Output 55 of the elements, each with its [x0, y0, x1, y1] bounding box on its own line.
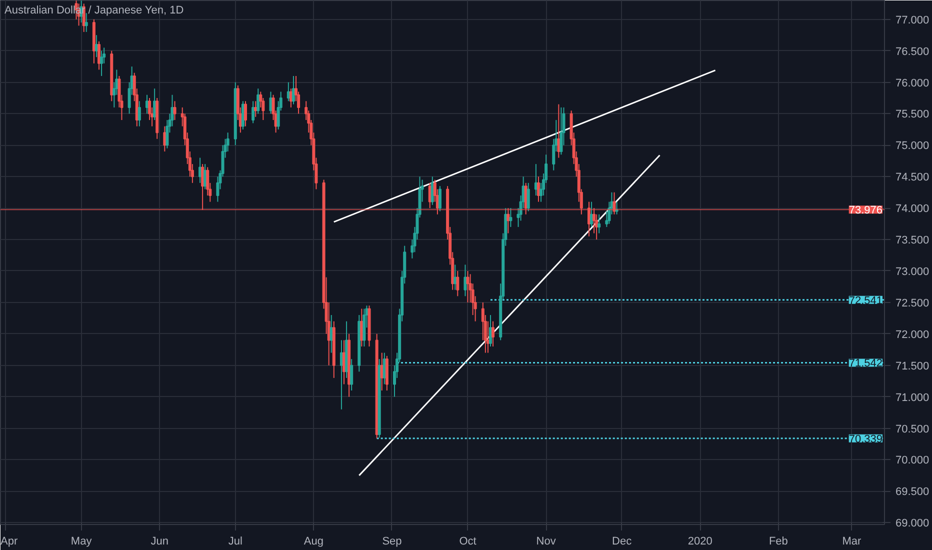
- y-tick-label: 72.500: [896, 297, 930, 310]
- y-tick-label: 71.500: [896, 360, 930, 372]
- y-tick-label: 76.500: [896, 46, 930, 58]
- x-tick-label: Mar: [842, 536, 862, 548]
- y-tick-label: 75.000: [896, 140, 930, 152]
- candlestick: [97, 40, 101, 70]
- annotation: 72.541: [848, 294, 883, 307]
- y-tick-label: 69.000: [896, 518, 930, 530]
- candlestick: [438, 186, 442, 212]
- candlestick: [100, 50, 104, 76]
- candlestick: [256, 88, 260, 114]
- candlestick: [350, 358, 354, 392]
- candlestick: [269, 91, 272, 114]
- y-tick-label: 73.000: [896, 266, 930, 278]
- candlestick: [173, 100, 176, 121]
- candlestick: [138, 100, 141, 127]
- candlestick: [590, 201, 594, 228]
- candlestick: [84, 12, 88, 32]
- candlestick: [598, 214, 601, 234]
- x-tick-label: 2020: [688, 536, 712, 548]
- x-tick-label: Feb: [768, 536, 788, 548]
- x-tick-label: Apr: [0, 536, 18, 548]
- y-tick-label: 72.000: [896, 328, 930, 341]
- candlestick: [466, 270, 470, 303]
- y-tick-label: 73.500: [896, 234, 930, 247]
- x-tick-label: Nov: [536, 536, 556, 548]
- candlestick: [292, 75, 295, 105]
- y-tick-label: 75.500: [896, 108, 930, 121]
- candlestick: [536, 176, 540, 202]
- x-tick-label: Sep: [382, 536, 402, 548]
- candlestick: [509, 208, 512, 228]
- x-tick-label: Jun: [150, 536, 168, 548]
- y-tick-label: 71.000: [896, 392, 930, 404]
- candlestick: [488, 314, 492, 347]
- x-tick-label: Jul: [228, 536, 242, 548]
- candlestick: [252, 100, 255, 124]
- candlestick: [492, 320, 495, 347]
- x-tick-label: May: [70, 536, 92, 548]
- candlestick: [244, 100, 248, 127]
- x-tick-label: Dec: [612, 536, 632, 548]
- candlestick: [456, 270, 460, 297]
- x-tick-label: Aug: [304, 536, 324, 548]
- candlestick: [526, 182, 530, 212]
- y-tick-label: 70.500: [896, 423, 930, 436]
- annotation: 71.542: [848, 358, 883, 370]
- y-tick-label: 69.500: [896, 486, 930, 498]
- candlestick: [560, 106, 563, 156]
- y-tick-label: 74.000: [896, 203, 930, 216]
- y-tick-label: 70.000: [896, 454, 930, 467]
- annotation: 70.339: [848, 433, 883, 446]
- y-tick-label: 76.000: [896, 77, 930, 90]
- candlestick: [464, 264, 467, 297]
- y-tick-label: 74.500: [896, 172, 930, 184]
- y-tick-label: 77.000: [896, 14, 930, 26]
- x-tick-label: Oct: [459, 536, 476, 548]
